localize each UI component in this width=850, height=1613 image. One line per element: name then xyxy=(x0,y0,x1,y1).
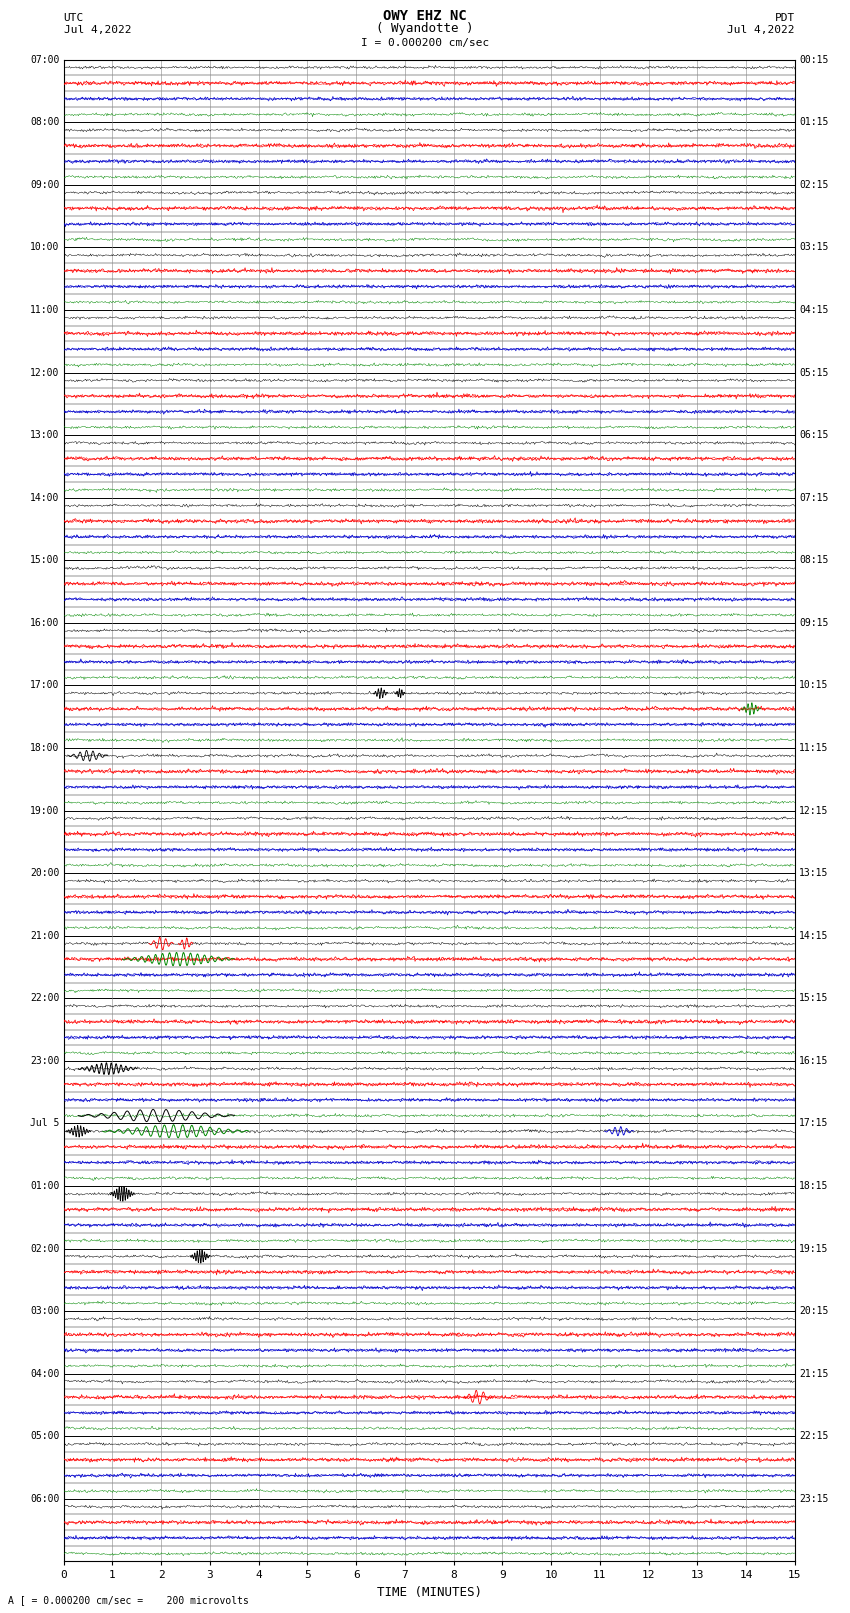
Text: 22:00: 22:00 xyxy=(30,994,60,1003)
Text: 08:00: 08:00 xyxy=(30,118,60,127)
Text: Jul 5: Jul 5 xyxy=(30,1118,60,1129)
Text: 08:15: 08:15 xyxy=(799,555,829,565)
Text: ( Wyandotte ): ( Wyandotte ) xyxy=(377,23,473,35)
Text: 04:15: 04:15 xyxy=(799,305,829,315)
Text: 04:00: 04:00 xyxy=(30,1369,60,1379)
Text: 12:15: 12:15 xyxy=(799,805,829,816)
Text: 07:00: 07:00 xyxy=(30,55,60,65)
Text: 03:00: 03:00 xyxy=(30,1307,60,1316)
Text: 21:00: 21:00 xyxy=(30,931,60,940)
Text: 15:15: 15:15 xyxy=(799,994,829,1003)
Text: 14:00: 14:00 xyxy=(30,492,60,503)
Text: OWY EHZ NC: OWY EHZ NC xyxy=(383,8,467,23)
Text: PDT: PDT xyxy=(774,13,795,23)
Text: 16:15: 16:15 xyxy=(799,1057,829,1066)
Text: 00:15: 00:15 xyxy=(799,55,829,65)
Text: 18:00: 18:00 xyxy=(30,744,60,753)
Text: 23:00: 23:00 xyxy=(30,1057,60,1066)
Text: 21:15: 21:15 xyxy=(799,1369,829,1379)
X-axis label: TIME (MINUTES): TIME (MINUTES) xyxy=(377,1586,482,1598)
Text: 13:15: 13:15 xyxy=(799,868,829,877)
Text: 19:15: 19:15 xyxy=(799,1244,829,1253)
Text: 20:15: 20:15 xyxy=(799,1307,829,1316)
Text: 11:00: 11:00 xyxy=(30,305,60,315)
Text: 17:15: 17:15 xyxy=(799,1118,829,1129)
Text: UTC: UTC xyxy=(64,13,84,23)
Text: 09:00: 09:00 xyxy=(30,179,60,190)
Text: 02:15: 02:15 xyxy=(799,179,829,190)
Text: 11:15: 11:15 xyxy=(799,744,829,753)
Text: 20:00: 20:00 xyxy=(30,868,60,877)
Text: 06:15: 06:15 xyxy=(799,431,829,440)
Text: 05:15: 05:15 xyxy=(799,368,829,377)
Text: 16:00: 16:00 xyxy=(30,618,60,627)
Text: 14:15: 14:15 xyxy=(799,931,829,940)
Text: 19:00: 19:00 xyxy=(30,805,60,816)
Text: 18:15: 18:15 xyxy=(799,1181,829,1190)
Text: 01:00: 01:00 xyxy=(30,1181,60,1190)
Text: 17:00: 17:00 xyxy=(30,681,60,690)
Text: 07:15: 07:15 xyxy=(799,492,829,503)
Text: 09:15: 09:15 xyxy=(799,618,829,627)
Text: 06:00: 06:00 xyxy=(30,1494,60,1503)
Text: 10:00: 10:00 xyxy=(30,242,60,252)
Text: 10:15: 10:15 xyxy=(799,681,829,690)
Text: 12:00: 12:00 xyxy=(30,368,60,377)
Text: 13:00: 13:00 xyxy=(30,431,60,440)
Text: Jul 4,2022: Jul 4,2022 xyxy=(64,26,131,35)
Text: 05:00: 05:00 xyxy=(30,1431,60,1442)
Text: I = 0.000200 cm/sec: I = 0.000200 cm/sec xyxy=(361,39,489,48)
Text: 15:00: 15:00 xyxy=(30,555,60,565)
Text: 03:15: 03:15 xyxy=(799,242,829,252)
Text: 22:15: 22:15 xyxy=(799,1431,829,1442)
Text: 23:15: 23:15 xyxy=(799,1494,829,1503)
Text: A [ = 0.000200 cm/sec =    200 microvolts: A [ = 0.000200 cm/sec = 200 microvolts xyxy=(8,1595,249,1605)
Text: 01:15: 01:15 xyxy=(799,118,829,127)
Text: Jul 4,2022: Jul 4,2022 xyxy=(728,26,795,35)
Text: 02:00: 02:00 xyxy=(30,1244,60,1253)
